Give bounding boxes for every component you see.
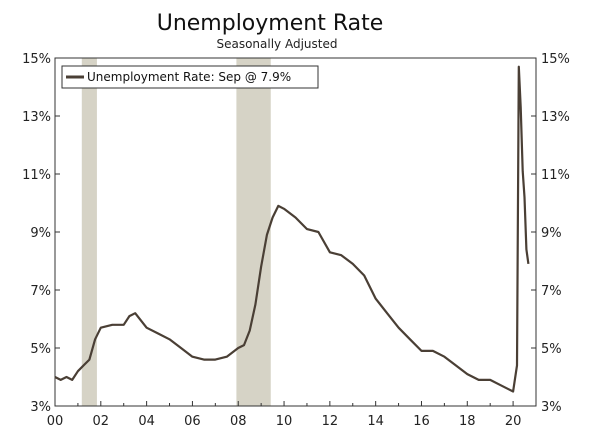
y-tick-label-left: 13% <box>22 110 51 125</box>
y-tick-label-right: 13% <box>541 110 570 125</box>
plot-frame <box>54 57 537 407</box>
axes: 3% 3% 5% 5% 7% 7% 9% 9% 11% 11% 13% 13% 15% 15% 00 02 04… <box>22 52 570 429</box>
x-tick-label: 08 <box>230 414 247 429</box>
y-tick-label-right: 15% <box>541 52 570 67</box>
x-tick-label: 06 <box>184 414 201 429</box>
y-tick-label-right: 7% <box>541 284 562 299</box>
x-tick-label: 16 <box>413 414 430 429</box>
y-tick-label-right: 3% <box>541 400 562 415</box>
x-tick-label: 20 <box>505 414 522 429</box>
x-tick-label: 18 <box>459 414 476 429</box>
x-tick-label: 12 <box>322 414 339 429</box>
y-tick-label-left: 9% <box>30 226 51 241</box>
y-tick-label-left: 11% <box>22 168 51 183</box>
series-lines <box>54 65 530 393</box>
legend-label: Unemployment Rate: Sep @ 7.9% <box>87 70 291 84</box>
x-tick-label: 10 <box>276 414 293 429</box>
y-tick-label-right: 9% <box>541 226 562 241</box>
x-tick-label: 02 <box>93 414 110 429</box>
series-line-0 <box>54 65 530 393</box>
x-tick-label: 00 <box>47 414 64 429</box>
x-tick-label: 04 <box>138 414 155 429</box>
y-tick-label-left: 3% <box>30 400 51 415</box>
y-tick-label-left: 7% <box>30 284 51 299</box>
y-tick-label-left: 15% <box>22 52 51 67</box>
legend-box <box>61 65 319 89</box>
recession-bands <box>81 58 271 406</box>
y-tick-label-left: 5% <box>30 342 51 357</box>
legend: Unemployment Rate: Sep @ 7.9% <box>61 65 319 89</box>
y-tick-label-right: 11% <box>541 168 570 183</box>
y-tick-label-right: 5% <box>541 342 562 357</box>
x-tick-label: 14 <box>367 414 384 429</box>
recession-band-0 <box>81 58 97 406</box>
chart-subtitle: Seasonally Adjusted <box>216 37 337 51</box>
recession-band-1 <box>236 58 271 406</box>
chart-title: Unemployment Rate <box>157 11 384 36</box>
